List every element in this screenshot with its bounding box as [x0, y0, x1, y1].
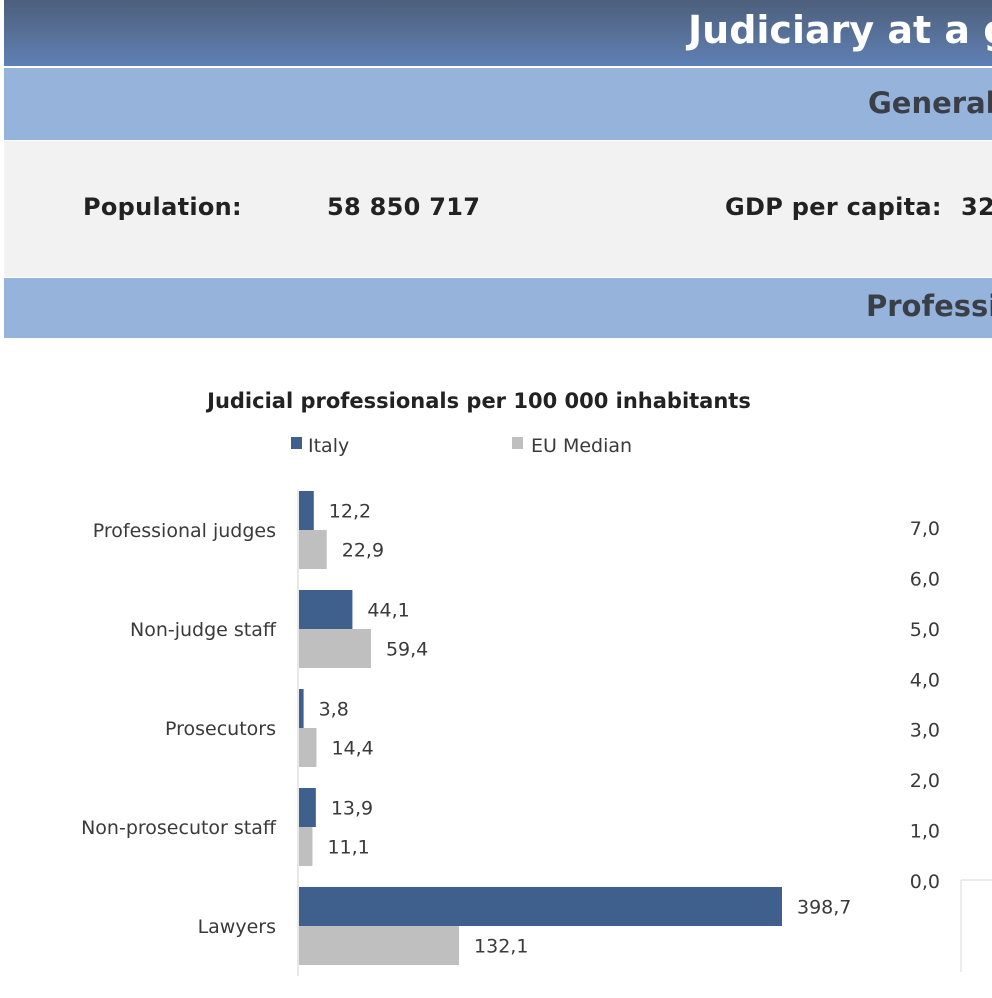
legend-italy-label: Italy: [308, 435, 349, 457]
legend-italy-swatch: [291, 437, 302, 449]
data-label: 398,7: [797, 897, 851, 919]
population-label: Population:: [83, 193, 242, 221]
bar-eu-median: [299, 926, 460, 965]
population-value: 58 850 717: [327, 193, 481, 221]
bar-italy: [299, 788, 316, 827]
general-section-title: General: [868, 86, 992, 120]
bar-eu-median: [299, 629, 371, 668]
bar-italy: [299, 887, 782, 926]
header-bar: Judiciary at a gla: [4, 0, 992, 66]
legend-eu-median-label: EU Median: [531, 435, 632, 457]
right-chart-partial: 7,0 6,0 5,0 4,0 3,0 2,0 1,0 0,0: [910, 518, 940, 893]
bar-italy: [299, 590, 353, 629]
category-label: Non-prosecutor staff: [81, 817, 277, 839]
y-tick-label: 2,0: [910, 770, 940, 792]
y-tick-label: 4,0: [910, 669, 940, 691]
data-label: 11,1: [327, 837, 369, 859]
y-tick-label: 1,0: [910, 821, 940, 843]
page-title: Judiciary at a gla: [688, 8, 992, 52]
gdp-label: GDP per capita:: [725, 193, 942, 221]
y-tick-label: 5,0: [910, 619, 940, 641]
data-label: 44,1: [367, 600, 409, 622]
data-label: 13,9: [331, 798, 373, 820]
general-info-row: Population: 58 850 717 GDP per capita: 3…: [4, 141, 992, 277]
y-tick-label: 3,0: [910, 720, 940, 742]
y-tick-label: 0,0: [910, 871, 940, 893]
category-label: Non-judge staff: [130, 619, 277, 641]
category-label: Professional judges: [93, 520, 276, 542]
legend-eu-median-swatch: [512, 437, 523, 449]
data-label: 14,4: [331, 738, 373, 760]
y-tick-label: 7,0: [910, 518, 940, 540]
chart-title: Judicial professionals per 100 000 inhab…: [205, 389, 751, 413]
professionals-section-band: Professio: [4, 278, 992, 338]
bar-eu-median: [299, 530, 327, 569]
category-label: Prosecutors: [165, 718, 276, 740]
professionals-section-title: Professio: [866, 289, 992, 323]
general-section-band: General: [4, 68, 992, 140]
data-label: 132,1: [474, 936, 528, 958]
data-label: 12,2: [329, 501, 371, 523]
charts-area: Judicial professionals per 100 000 inhab…: [81, 389, 992, 976]
bar-italy: [299, 491, 314, 530]
gdp-value: 32: [961, 193, 992, 221]
data-label: 59,4: [386, 639, 428, 661]
bar-italy: [299, 689, 304, 728]
y-tick-label: 6,0: [910, 568, 940, 590]
data-label: 22,9: [342, 540, 384, 562]
bar-chart-plot: Professional judges 12,2 22,9 Non-judge sta…: [81, 491, 851, 965]
bar-eu-median: [299, 827, 313, 866]
bar-eu-median: [299, 728, 317, 767]
data-label: 3,8: [319, 699, 349, 721]
category-label: Lawyers: [198, 916, 276, 938]
